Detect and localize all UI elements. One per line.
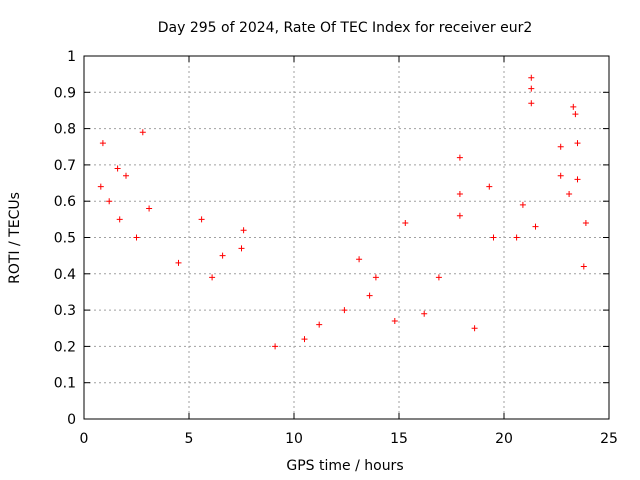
y-tick-label: 0.4: [54, 267, 76, 283]
y-tick-label: 0: [67, 412, 76, 428]
x-axis-label: GPS time / hours: [286, 458, 403, 474]
data-point: [528, 85, 535, 92]
data-point: [341, 307, 348, 314]
grid-lines: [84, 56, 609, 419]
x-tick-label: 10: [285, 431, 303, 447]
data-point: [272, 343, 279, 350]
data-point: [574, 176, 581, 183]
data-point: [301, 336, 308, 343]
data-point: [456, 154, 463, 161]
data-point: [421, 310, 428, 317]
data-point: [490, 234, 497, 241]
data-point: [146, 205, 153, 212]
data-point: [572, 111, 579, 118]
y-tick-label: 0.5: [54, 231, 76, 247]
data-point: [528, 74, 535, 81]
data-point: [116, 216, 123, 223]
x-tick-label: 5: [185, 431, 194, 447]
data-point: [123, 172, 129, 179]
data-point: [97, 183, 104, 190]
x-tick-label: 0: [80, 431, 89, 447]
data-point: [471, 325, 478, 332]
data-point: [133, 234, 140, 241]
data-point: [456, 190, 463, 197]
data-point: [528, 100, 535, 107]
x-tick-label: 25: [600, 431, 618, 447]
data-point: [356, 256, 363, 263]
data-point: [366, 292, 373, 299]
y-tick-label: 0.8: [54, 122, 76, 138]
data-point: [198, 216, 205, 223]
data-point: [557, 143, 564, 150]
data-point: [139, 129, 146, 136]
data-point: [566, 190, 573, 197]
data-point: [402, 219, 409, 226]
data-point: [513, 234, 520, 241]
chart-title: Day 295 of 2024, Rate Of TEC Index for r…: [158, 20, 533, 36]
data-point: [372, 274, 379, 281]
x-tick-label: 15: [390, 431, 408, 447]
y-tick-label: 0.3: [54, 303, 76, 319]
data-point: [532, 223, 539, 230]
y-tick-label: 1: [67, 49, 76, 65]
x-tick-label: 20: [495, 431, 513, 447]
data-point: [99, 140, 106, 147]
y-tick-label: 0.9: [54, 85, 76, 101]
data-point: [435, 274, 442, 281]
data-point: [175, 259, 182, 266]
y-tick-label: 0.2: [54, 339, 76, 355]
y-tick-label: 0.1: [54, 376, 76, 392]
data-point: [486, 183, 493, 190]
y-axis-label: ROTI / TECUs: [7, 192, 23, 284]
data-point: [557, 172, 564, 179]
data-point: [519, 201, 526, 208]
data-point: [316, 321, 323, 328]
data-point: [106, 198, 113, 205]
data-point: [582, 219, 589, 226]
axis-ticks: 00.10.20.30.40.50.60.70.80.910 5 10 15 20 25: [54, 49, 618, 447]
data-points: [97, 74, 589, 350]
data-point: [570, 103, 577, 110]
data-point: [219, 252, 226, 259]
y-tick-label: 0.6: [54, 194, 76, 210]
data-point: [574, 140, 581, 147]
y-tick-label: 0.7: [54, 158, 76, 174]
data-point: [114, 165, 121, 172]
data-point: [391, 317, 398, 324]
data-point: [209, 274, 216, 281]
data-point: [456, 212, 463, 219]
data-point: [240, 227, 247, 234]
data-point: [238, 245, 245, 252]
data-point: [580, 263, 587, 270]
